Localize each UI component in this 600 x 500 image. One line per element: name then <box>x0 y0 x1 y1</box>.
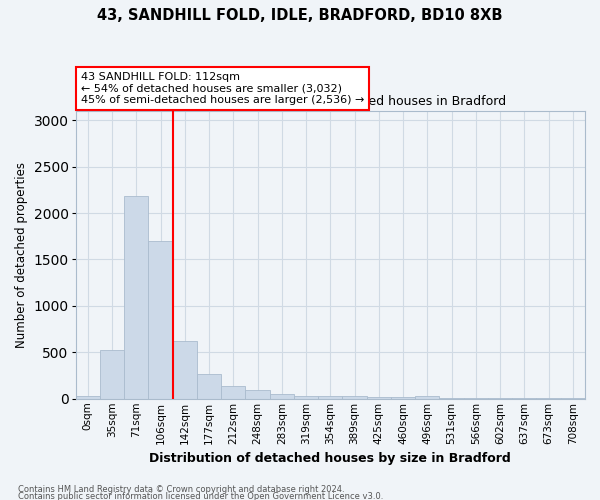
Bar <box>318 396 343 399</box>
Bar <box>391 398 415 399</box>
Bar <box>100 350 124 399</box>
Y-axis label: Number of detached properties: Number of detached properties <box>15 162 28 348</box>
Bar <box>415 396 439 399</box>
Bar <box>367 397 391 399</box>
Bar <box>294 396 318 399</box>
Bar <box>124 196 148 399</box>
Bar <box>221 386 245 399</box>
Bar <box>197 374 221 399</box>
Bar <box>343 396 367 399</box>
Text: Contains public sector information licensed under the Open Government Licence v3: Contains public sector information licen… <box>18 492 383 500</box>
X-axis label: Distribution of detached houses by size in Bradford: Distribution of detached houses by size … <box>149 452 511 465</box>
Bar <box>173 341 197 399</box>
Text: 43 SANDHILL FOLD: 112sqm
← 54% of detached houses are smaller (3,032)
45% of sem: 43 SANDHILL FOLD: 112sqm ← 54% of detach… <box>81 72 364 105</box>
Bar <box>148 241 173 399</box>
Text: 43, SANDHILL FOLD, IDLE, BRADFORD, BD10 8XB: 43, SANDHILL FOLD, IDLE, BRADFORD, BD10 … <box>97 8 503 22</box>
Bar <box>76 396 100 399</box>
Title: Size of property relative to detached houses in Bradford: Size of property relative to detached ho… <box>154 96 506 108</box>
Text: Contains HM Land Registry data © Crown copyright and database right 2024.: Contains HM Land Registry data © Crown c… <box>18 486 344 494</box>
Bar <box>269 394 294 399</box>
Bar <box>245 390 269 399</box>
